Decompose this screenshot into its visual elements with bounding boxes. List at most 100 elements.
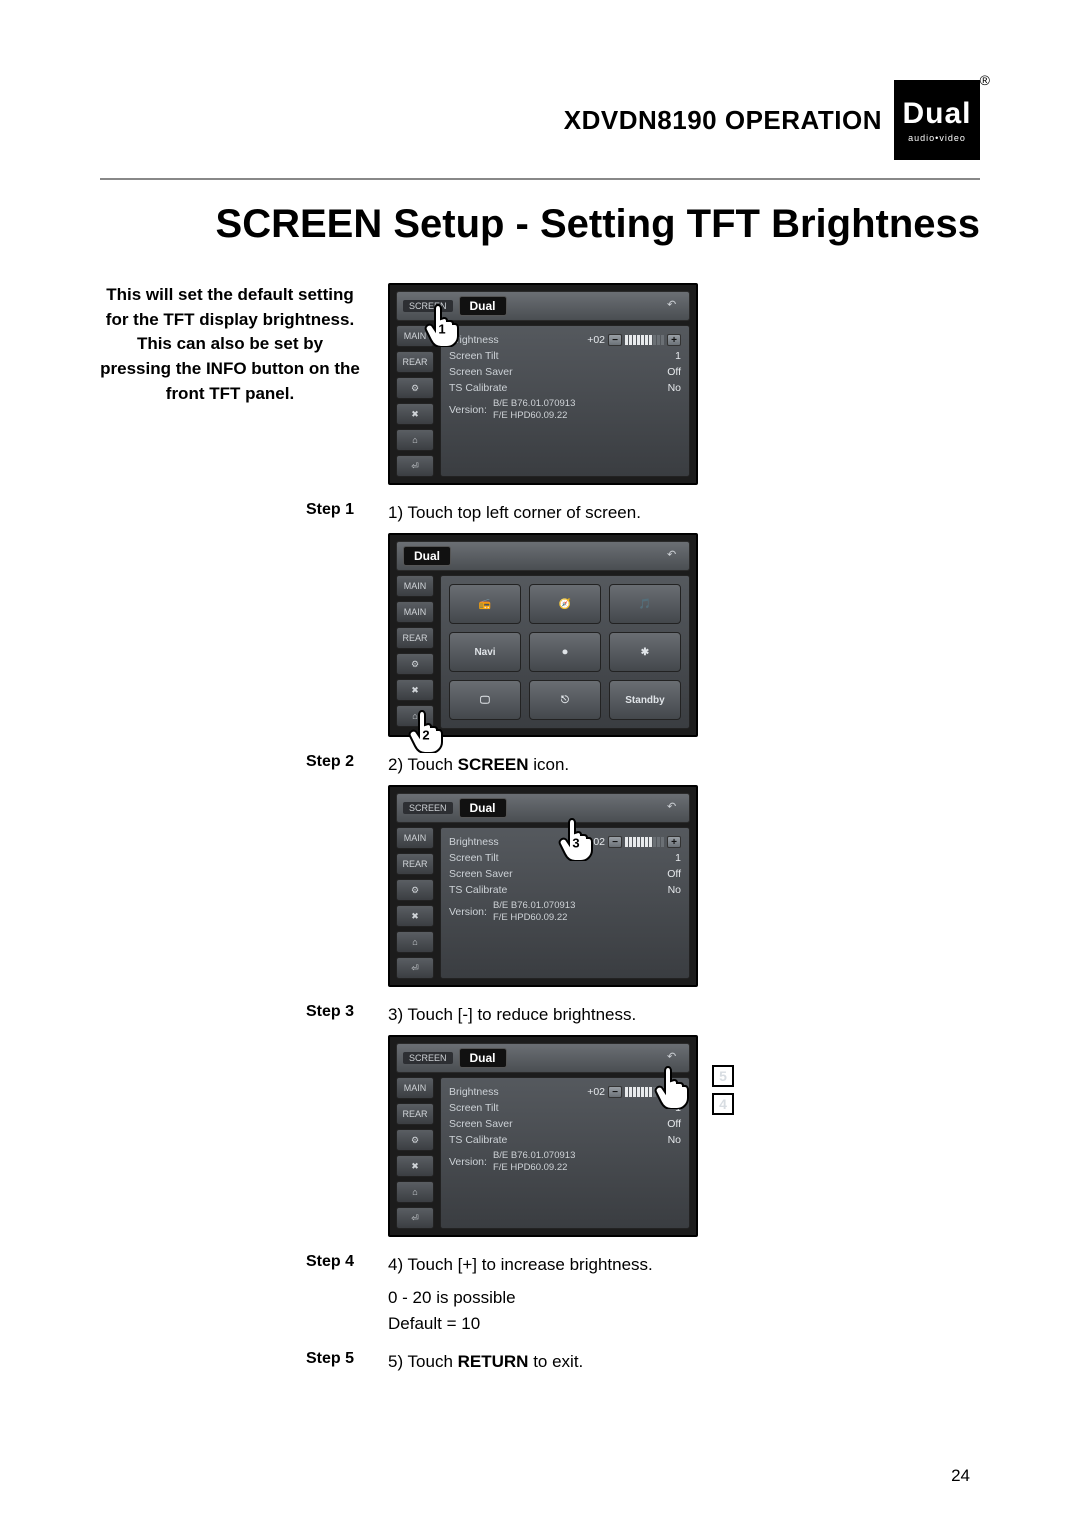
side-return-icon[interactable]: ⏎: [396, 1207, 434, 1229]
menu-navi-button[interactable]: Navi: [449, 632, 521, 672]
operation-word: OPERATION: [725, 105, 882, 135]
ss4-brand: Dual: [459, 1048, 507, 1068]
menu-exit-icon[interactable]: ⎋: [529, 680, 601, 720]
brightness-ticks: [625, 1087, 664, 1097]
r-br-k: Brightness: [449, 836, 499, 848]
step2-text: 2) Touch SCREEN icon.: [388, 755, 980, 775]
callout-2: 2: [422, 727, 429, 742]
step4-text: 4) Touch [+] to increase brightness.: [388, 1255, 980, 1275]
side-rear[interactable]: REAR: [396, 351, 434, 373]
logo-brand-text: Dual: [902, 97, 971, 131]
r4-ver-k: Version:: [449, 1156, 487, 1168]
side-home-icon[interactable]: ⌂: [396, 931, 434, 953]
r-ver-k: Version:: [449, 906, 487, 918]
row-saver-value: Off: [667, 366, 681, 378]
side-close-icon[interactable]: ✖: [396, 1155, 434, 1177]
step5-suffix: to exit.: [528, 1352, 583, 1371]
side-rear[interactable]: REAR: [396, 853, 434, 875]
menu-screen-icon[interactable]: 🖵: [449, 680, 521, 720]
screenshot-step3: SCREEN Dual ↶ MAIN REAR ⚙ ✖ ⌂ ⏎: [388, 785, 698, 987]
minus-button[interactable]: −: [608, 334, 622, 346]
page-title: SCREEN Setup - Setting TFT Brightness: [100, 202, 980, 247]
r4-ver1: B/E B76.01.070913: [493, 1150, 681, 1162]
plus-button[interactable]: +: [667, 334, 681, 346]
side-home-icon[interactable]: ⌂: [396, 705, 434, 727]
side-main[interactable]: MAIN: [396, 827, 434, 849]
ss4-top: SCREEN: [403, 1052, 453, 1064]
r4-br-v: +02: [587, 1086, 605, 1098]
side-home-icon[interactable]: ⌂: [396, 429, 434, 451]
ss-top-tag: SCREEN: [403, 300, 453, 312]
step4-label: Step 4: [100, 1253, 360, 1271]
menu-bt-icon[interactable]: ✱: [609, 632, 681, 672]
row-brightness-value: +02: [587, 334, 605, 346]
side-main[interactable]: MAIN: [396, 1077, 434, 1099]
version-line1: B/E B76.01.070913: [493, 398, 681, 410]
side-close-icon[interactable]: ✖: [396, 403, 434, 425]
intro-text: This will set the default setting for th…: [100, 283, 360, 406]
step5-label: Step 5: [100, 1350, 360, 1368]
side-gear-icon[interactable]: ⚙: [396, 1129, 434, 1151]
ss3-brand: Dual: [459, 798, 507, 818]
screenshot-step2: Dual ↶ MAIN MAIN REAR ⚙ ✖ ⌂ �: [388, 533, 698, 737]
step5-bold: RETURN: [458, 1352, 529, 1371]
side-main[interactable]: MAIN: [396, 575, 434, 597]
side-home-icon[interactable]: ⌂: [396, 1181, 434, 1203]
side-rear[interactable]: REAR: [396, 627, 434, 649]
r4-ver2: F/E HPD60.09.22: [493, 1162, 681, 1174]
step2-label: Step 2: [100, 753, 360, 771]
return-icon[interactable]: ↶: [667, 298, 683, 314]
side-gear-icon[interactable]: ⚙: [396, 879, 434, 901]
row-brightness-label: Brightness: [449, 334, 499, 346]
step2-suffix: icon.: [528, 755, 569, 774]
callout-5-box: 5: [712, 1065, 734, 1087]
side-return-icon[interactable]: ⏎: [396, 455, 434, 477]
page-number: 24: [951, 1466, 970, 1486]
range-note: 0 - 20 is possible Default = 10: [388, 1285, 980, 1336]
menu-nav-icon[interactable]: 🧭: [529, 584, 601, 624]
screenshot-step1: SCREEN Dual ↶ MAIN REAR ⚙ ✖ ⌂ ⏎: [388, 283, 698, 485]
return-icon[interactable]: ↶: [667, 548, 683, 564]
row-ts-label: TS Calibrate: [449, 382, 507, 394]
brightness-ticks: [625, 335, 664, 345]
side-gear-icon[interactable]: ⚙: [396, 653, 434, 675]
r4-br-k: Brightness: [449, 1086, 499, 1098]
step2-bold: SCREEN: [458, 755, 529, 774]
ss-brand: Dual: [459, 296, 507, 316]
menu-standby-button[interactable]: Standby: [609, 680, 681, 720]
menu-disc-icon[interactable]: ⏺: [529, 632, 601, 672]
r4-ts-v: No: [668, 1134, 681, 1146]
header-text: XDVDN8190 OPERATION: [564, 105, 882, 136]
menu-music-icon[interactable]: 🎵: [609, 584, 681, 624]
minus-button[interactable]: −: [608, 836, 622, 848]
step1-text: 1) Touch top left corner of screen.: [388, 503, 980, 523]
return-icon[interactable]: ↶: [667, 800, 683, 816]
side-close-icon[interactable]: ✖: [396, 905, 434, 927]
side-gear-icon[interactable]: ⚙: [396, 377, 434, 399]
plus-button[interactable]: +: [667, 836, 681, 848]
row-tilt-label: Screen Tilt: [449, 350, 499, 362]
side-main2[interactable]: MAIN: [396, 601, 434, 623]
range-line1: 0 - 20 is possible: [388, 1285, 980, 1311]
side-main[interactable]: MAIN: [396, 325, 434, 347]
side-rear[interactable]: REAR: [396, 1103, 434, 1125]
r-tilt-v: 1: [675, 852, 681, 864]
return-icon[interactable]: ↶: [667, 1050, 683, 1066]
menu-radio-icon[interactable]: 📻: [449, 584, 521, 624]
registered-mark: ®: [980, 72, 990, 88]
header: XDVDN8190 OPERATION ® Dual audio•video: [100, 80, 980, 180]
plus-button[interactable]: +: [667, 1086, 681, 1098]
step3-label: Step 3: [100, 1003, 360, 1021]
minus-button[interactable]: −: [608, 1086, 622, 1098]
r-sav-v: Off: [667, 868, 681, 880]
step5-text: 5) Touch RETURN to exit.: [388, 1352, 980, 1372]
version-line2: F/E HPD60.09.22: [493, 410, 681, 422]
side-close-icon[interactable]: ✖: [396, 679, 434, 701]
side-return-icon[interactable]: ⏎: [396, 957, 434, 979]
step1-label: Step 1: [100, 501, 360, 519]
r-sav-k: Screen Saver: [449, 868, 513, 880]
callout-4-box: 4: [712, 1093, 734, 1115]
r-tilt-k: Screen Tilt: [449, 852, 499, 864]
row-saver-label: Screen Saver: [449, 366, 513, 378]
logo-sub-text: audio•video: [908, 133, 966, 143]
